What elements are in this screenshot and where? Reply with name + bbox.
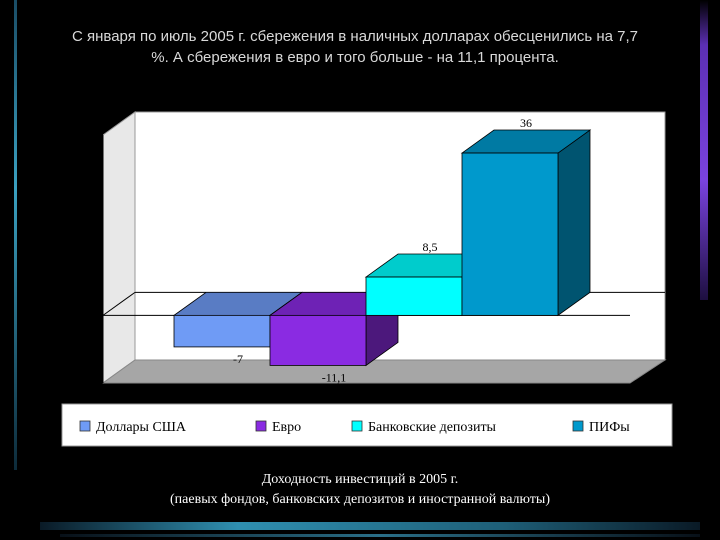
y-tick-label: 25 — [77, 194, 96, 213]
bar-4 — [461, 152, 559, 316]
bar-3 — [365, 276, 463, 316]
bar-1 — [173, 314, 271, 348]
legend-label: ПИФы — [589, 420, 630, 435]
legend-swatch — [255, 420, 267, 432]
y-tick-label: 15 — [77, 239, 96, 258]
legend-label: Евро — [272, 420, 301, 435]
caption-line-1: Доходность инвестиций в 2005 г. — [261, 472, 459, 487]
decorative-bottom-stripe — [40, 522, 700, 530]
legend-swatch — [79, 420, 91, 432]
legend-swatch — [351, 420, 363, 432]
y-tick-label: -15 — [71, 374, 96, 393]
data-label: -7 — [233, 352, 243, 366]
zero-depth-line — [102, 291, 136, 316]
decorative-right-stripe — [700, 0, 708, 300]
bar-chart: 40 35 30 25 20 15 10 5 0 -5 -10 -15 -7 -11,1 8,5 36 Долл… — [61, 111, 673, 447]
legend-label: Доллары США — [96, 420, 187, 435]
data-label: 36 — [520, 116, 532, 130]
legend-label: Банковские депозиты — [368, 420, 497, 435]
decorative-bottom-stripe-thin — [60, 534, 700, 537]
chart-floor — [101, 359, 667, 384]
headline-line-2: %. А сбережения в евро и того больше - н… — [151, 49, 559, 66]
y-tick-label: 0 — [87, 306, 96, 325]
headline-line-1: С января по июль 2005 г. сбережения в на… — [71, 28, 638, 45]
y-tick-label: 35 — [77, 149, 96, 168]
slide-headline: С января по июль 2005 г. сбережения в на… — [30, 26, 680, 68]
decorative-left-stripe — [14, 0, 17, 470]
chart-side-wall — [102, 111, 136, 384]
legend-box — [61, 403, 673, 447]
y-tick-label: -10 — [71, 351, 96, 370]
bar-side — [557, 129, 591, 317]
y-tick-label: -5 — [81, 329, 96, 348]
data-label: -11,1 — [322, 370, 347, 384]
chart-caption: Доходность инвестиций в 2005 г. (паевых … — [60, 470, 660, 510]
y-tick-label: 30 — [77, 171, 96, 190]
bar-2 — [269, 314, 367, 366]
y-tick-label: 40 — [77, 126, 96, 145]
data-label: 8,5 — [423, 240, 438, 254]
caption-line-2: (паевых фондов, банковских депозитов и и… — [170, 492, 550, 507]
y-tick-label: 5 — [87, 284, 96, 303]
y-tick-label: 10 — [77, 261, 96, 280]
y-tick-label: 20 — [77, 216, 96, 235]
legend-swatch — [572, 420, 584, 432]
